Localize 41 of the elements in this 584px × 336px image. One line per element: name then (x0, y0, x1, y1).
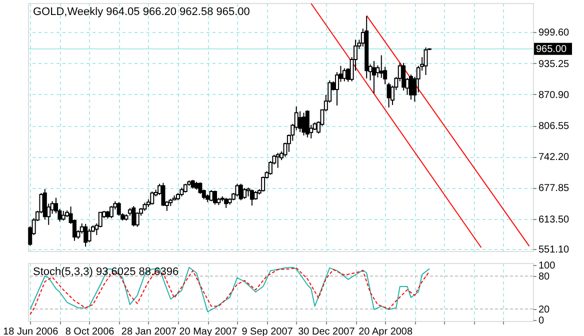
candlestick (342, 68, 346, 82)
y-tick-label: 935.25 (538, 58, 570, 70)
candlestick (61, 210, 66, 222)
candlestick (302, 112, 306, 136)
y-tick-label: 999.60 (538, 28, 570, 39)
candlestick (242, 188, 247, 200)
y-tick-label: 0 (538, 315, 544, 326)
x-tick-label: 18 Jun 2006 (3, 326, 59, 336)
candlestick (116, 202, 121, 216)
candlestick (386, 82, 391, 108)
y-tick-label: 551.10 (538, 244, 570, 256)
y-tick-label: 742.20 (538, 152, 570, 164)
candlestick (235, 183, 240, 197)
candlestick (372, 60, 376, 94)
y-tick-label: 613.50 (538, 214, 570, 226)
candlestick (135, 212, 140, 228)
candlestick (150, 191, 154, 206)
candlestick (250, 189, 254, 206)
ref-line-label: 965.00 (536, 44, 568, 55)
x-tick-label: 8 Oct 2006 (65, 326, 115, 336)
x-tick-label: 30 Dec 2007 (298, 326, 356, 336)
y-tick-label: 100 (538, 260, 556, 272)
y-tick-label: 870.90 (538, 90, 570, 101)
y-tick-label: 806.55 (538, 121, 570, 132)
candlestick (402, 62, 406, 91)
y-tick-label: 80 (538, 272, 550, 283)
candlestick (224, 197, 228, 208)
candlestick (132, 206, 136, 227)
y-tick-label: 20 (538, 304, 550, 316)
candlestick (161, 182, 166, 207)
chart-title: GOLD,Weekly 964.05 966.20 962.58 965.00 (33, 6, 250, 18)
candlestick (424, 46, 428, 76)
candlestick (379, 54, 384, 78)
candlestick (305, 110, 310, 138)
candlestick (87, 228, 92, 243)
candlestick (213, 190, 217, 206)
candlestick (84, 223, 88, 248)
y-tick-label: 677.85 (538, 183, 570, 194)
candlestick (408, 74, 413, 100)
candlestick (238, 183, 243, 201)
x-tick-label: 28 Jan 2007 (121, 326, 177, 336)
